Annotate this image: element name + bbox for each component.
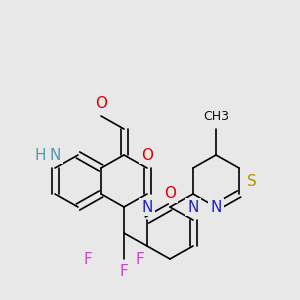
Text: F: F (120, 265, 128, 280)
Text: N: N (187, 200, 199, 214)
Text: O: O (141, 148, 153, 163)
Text: F: F (84, 251, 92, 266)
Text: N: N (141, 200, 153, 214)
Text: O: O (95, 95, 107, 110)
Text: N: N (49, 148, 61, 163)
Text: O: O (164, 187, 176, 202)
Text: H: H (34, 148, 46, 163)
Text: F: F (136, 251, 144, 266)
Text: S: S (247, 173, 257, 188)
Text: CH3: CH3 (203, 110, 229, 122)
Text: N: N (210, 200, 222, 214)
